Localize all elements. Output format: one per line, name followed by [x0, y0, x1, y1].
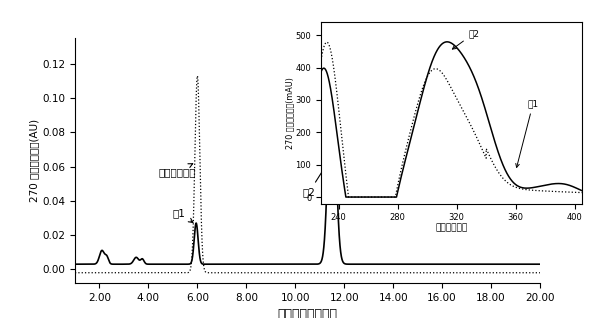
- Text: 峰1: 峰1: [516, 100, 539, 167]
- Text: 峰2: 峰2: [302, 162, 329, 197]
- Text: 峰1: 峰1: [173, 208, 193, 223]
- Y-axis label: 270 纳米下的吸收(AU): 270 纳米下的吸收(AU): [29, 119, 40, 202]
- Text: 甘草素标准品: 甘草素标准品: [158, 164, 196, 177]
- X-axis label: 波长（纳米）: 波长（纳米）: [436, 224, 467, 233]
- X-axis label: 保留时间（分钟）: 保留时间（分钟）: [277, 308, 337, 318]
- Text: 峰2: 峰2: [452, 29, 479, 49]
- Y-axis label: 270 纳米下的吸收(mAU): 270 纳米下的吸收(mAU): [285, 77, 294, 149]
